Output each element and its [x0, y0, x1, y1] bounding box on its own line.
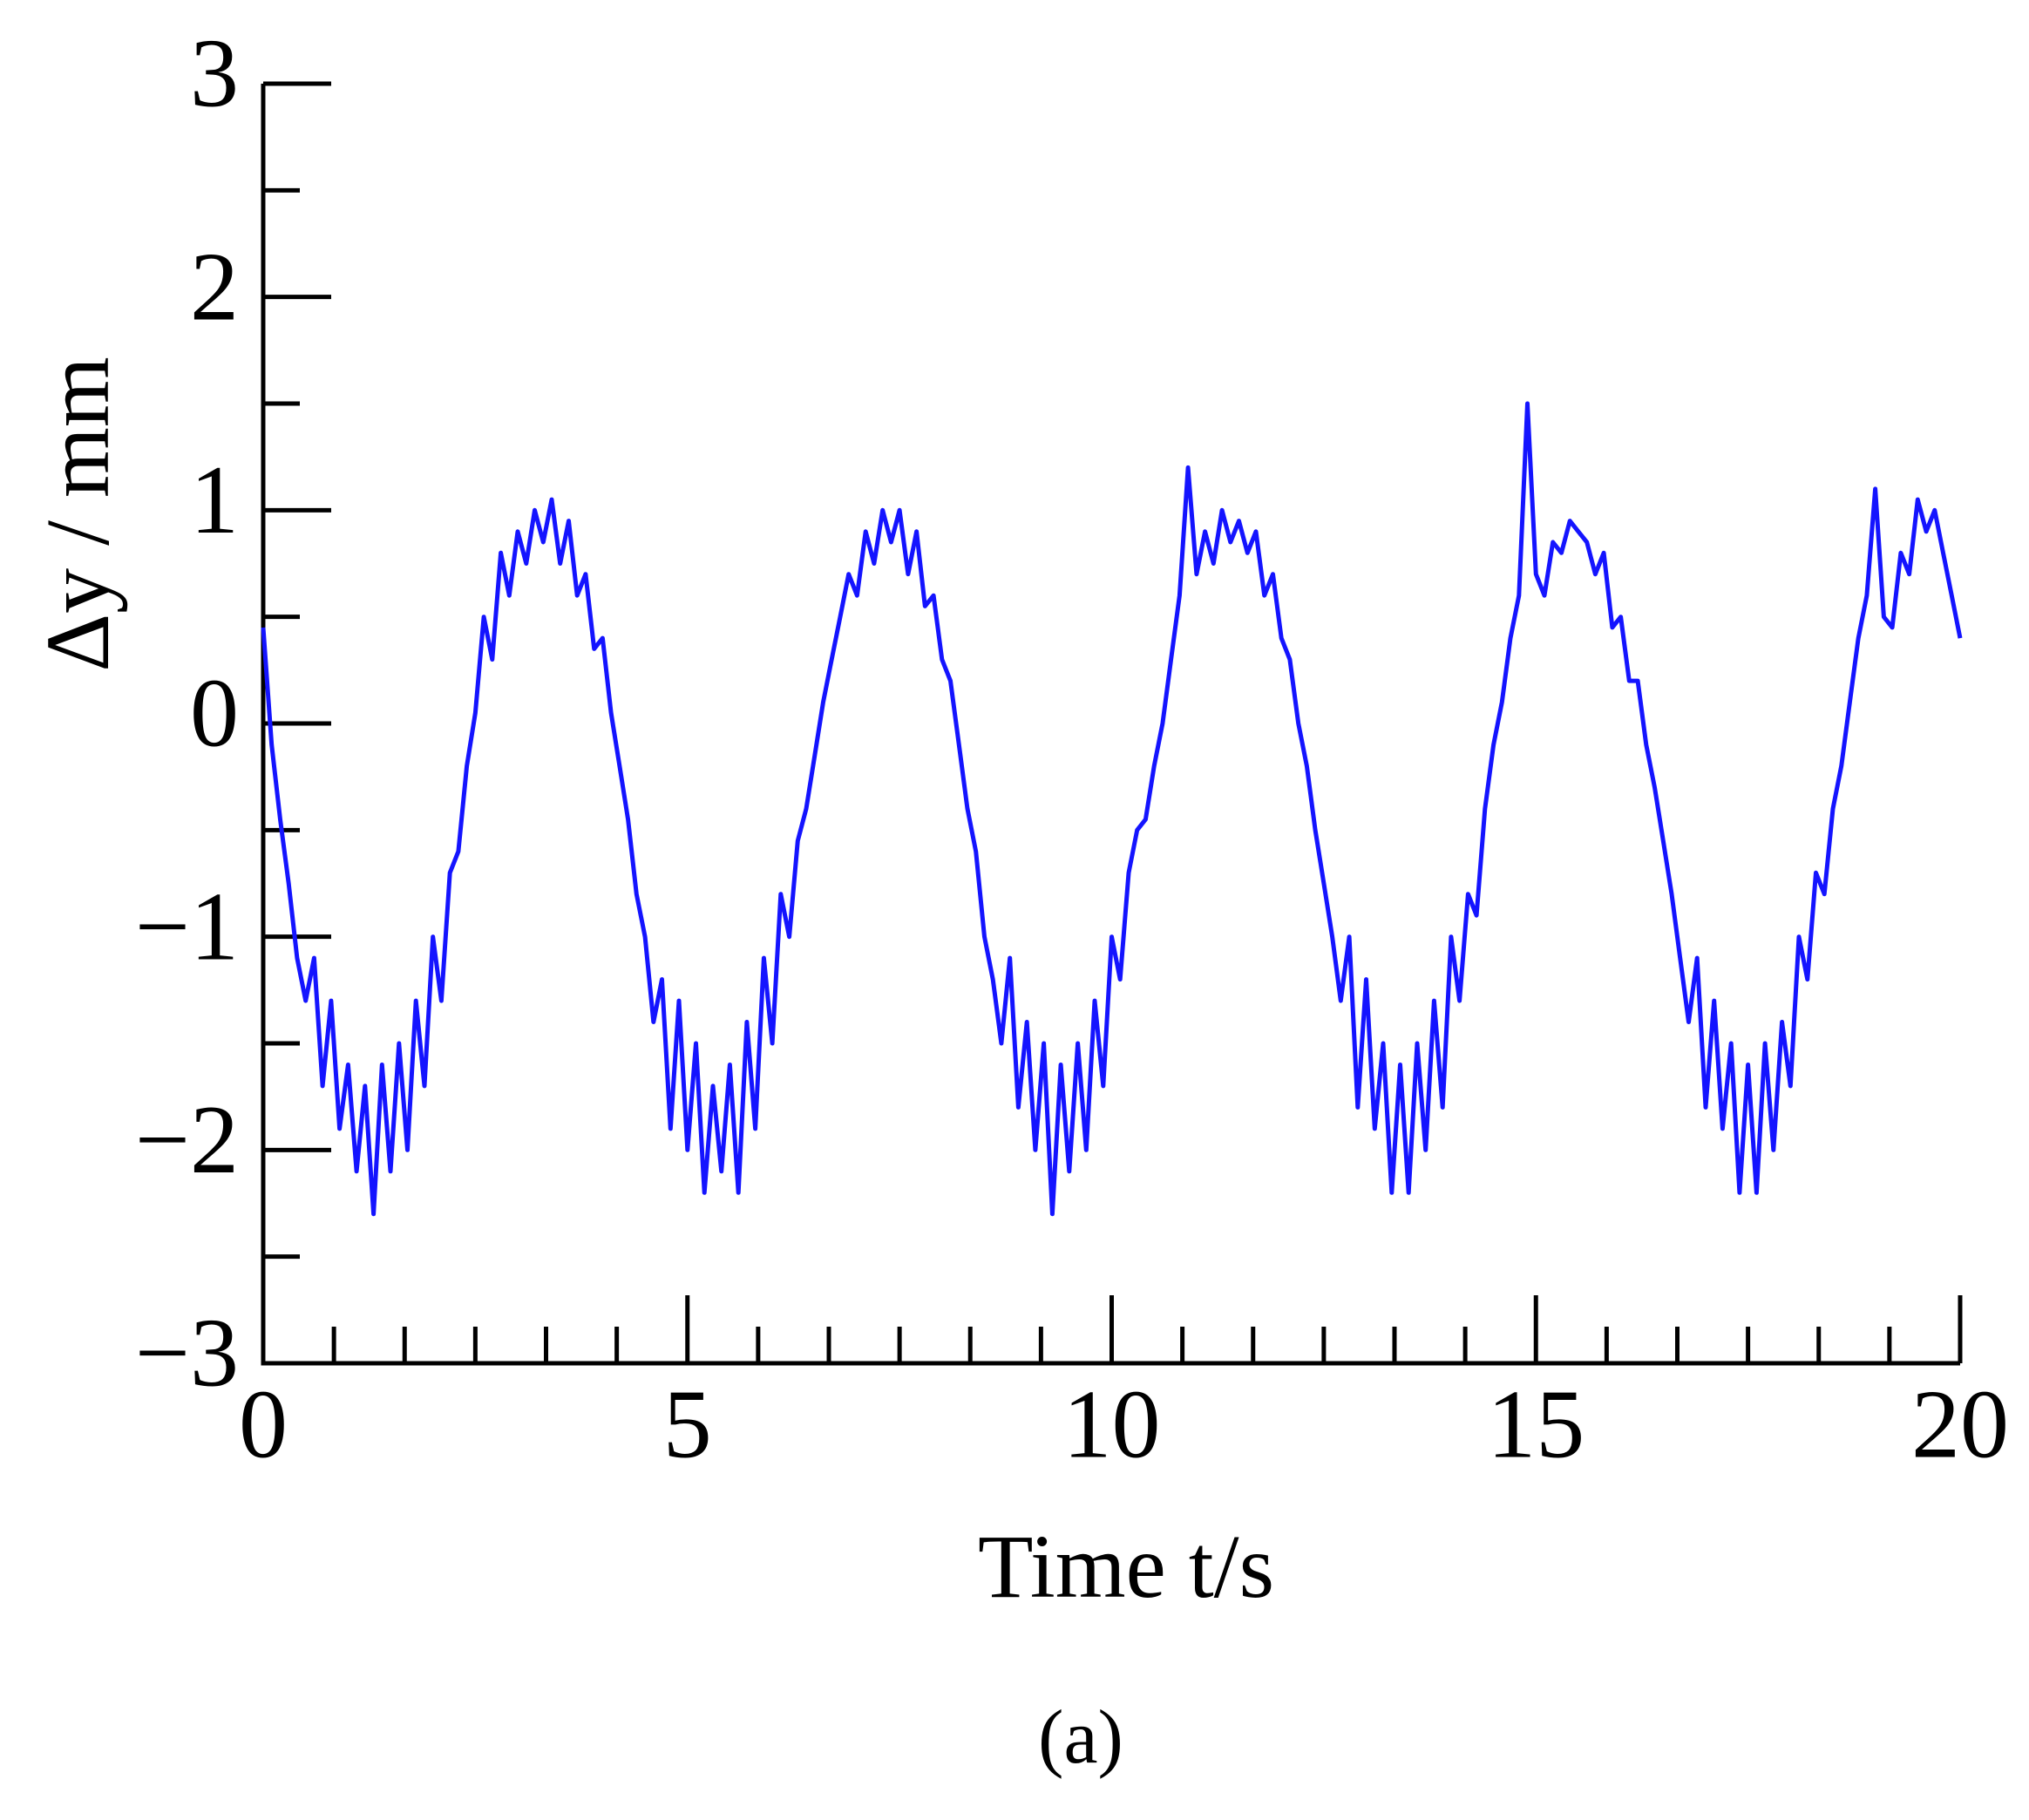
y-tick-label: 0: [190, 660, 239, 768]
x-axis-label: Time t/s: [978, 1517, 1274, 1617]
x-tick-label: 15: [1487, 1371, 1585, 1479]
y-tick-label: −3: [135, 1300, 239, 1408]
y-tick-label: 2: [190, 233, 239, 341]
y-tick-label: −1: [135, 873, 239, 981]
x-tick-label: 10: [1063, 1371, 1161, 1479]
y-axis-label: Δy / mm: [28, 357, 128, 672]
y-tick-label: −2: [135, 1086, 239, 1194]
x-tick-label: 20: [1911, 1371, 2009, 1479]
y-tick-label: 1: [190, 446, 239, 554]
caption: (a): [1038, 1695, 1123, 1780]
data-line: [261, 401, 1963, 1217]
y-tick-label: 3: [190, 20, 239, 128]
x-tick-label: 5: [663, 1371, 712, 1479]
x-tick-label: 0: [239, 1371, 288, 1479]
axes: [261, 84, 1960, 1366]
